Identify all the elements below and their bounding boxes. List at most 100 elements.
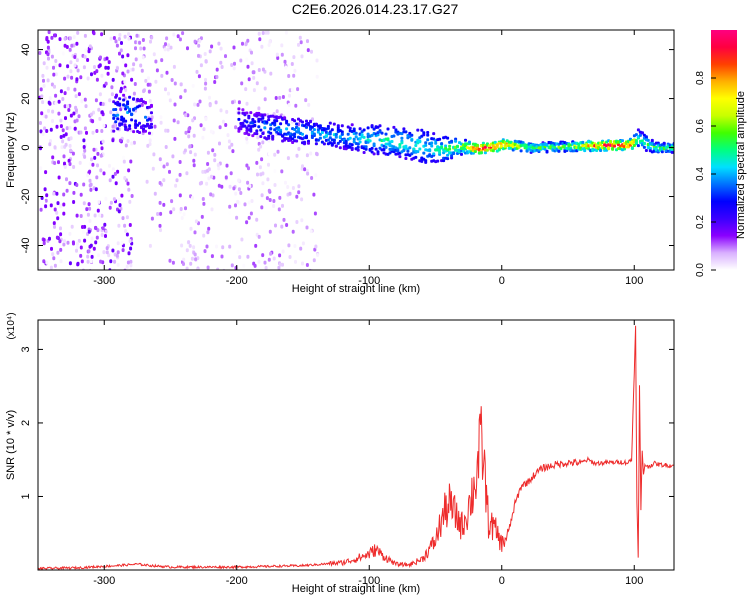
heatmap-cell — [231, 100, 235, 105]
heatmap-cell — [39, 146, 42, 151]
heatmap-cell — [632, 144, 636, 147]
heatmap-cell — [79, 214, 83, 218]
heatmap-cell — [120, 122, 124, 126]
heatmap-cell — [40, 94, 44, 99]
heatmap-cell — [116, 169, 120, 174]
heatmap-cell — [50, 82, 54, 87]
heatmap-cell — [220, 184, 224, 189]
heatmap-cell — [273, 169, 277, 173]
heatmap-cell — [609, 140, 613, 143]
heatmap-cell — [254, 243, 258, 248]
heatmap-cell — [288, 88, 292, 93]
heatmap-cell — [330, 128, 334, 132]
heatmap-cell — [454, 139, 458, 143]
heatmap-cell — [61, 97, 65, 101]
spectrogram-y-axis-label: Frequency (Hz) — [5, 112, 17, 188]
heatmap-cell — [350, 146, 354, 150]
heatmap-cell — [90, 72, 93, 77]
heatmap-cell — [58, 63, 62, 68]
heatmap-cell — [424, 159, 428, 163]
heatmap-cell — [260, 157, 264, 162]
heatmap-cell — [257, 31, 261, 36]
heatmap-cell — [269, 71, 273, 76]
heatmap-cell — [236, 199, 240, 204]
heatmap-cell — [247, 215, 251, 220]
snr-x-tick-label: 100 — [625, 575, 643, 587]
heatmap-cell — [272, 256, 276, 261]
heatmap-cell — [312, 132, 316, 136]
heatmap-cell — [241, 121, 245, 125]
heatmap-cell — [75, 213, 79, 218]
heatmap-cell — [380, 131, 384, 135]
heatmap-cell — [256, 172, 259, 177]
heatmap-cell — [57, 99, 61, 104]
heatmap-cell — [38, 51, 42, 55]
heatmap-cell — [230, 263, 234, 268]
heatmap-cell — [53, 263, 57, 268]
heatmap-cell — [370, 124, 374, 128]
heatmap-cell — [301, 164, 304, 169]
heatmap-cell — [265, 218, 269, 223]
heatmap-cell — [283, 116, 287, 120]
heatmap-cell — [279, 130, 283, 134]
heatmap-cell — [114, 181, 118, 186]
heatmap-cell — [79, 192, 83, 197]
heatmap-cell — [146, 123, 149, 126]
heatmap-cell — [86, 212, 90, 217]
heatmap-cell — [310, 49, 313, 54]
heatmap-cell — [159, 120, 163, 125]
heatmap-cell — [75, 77, 79, 82]
heatmap-cell — [295, 220, 299, 224]
heatmap-cell — [266, 30, 270, 35]
heatmap-cell — [183, 148, 187, 153]
heatmap-cell — [306, 48, 310, 53]
heatmap-cell — [291, 229, 295, 234]
heatmap-cell — [316, 138, 320, 142]
heatmap-cell — [72, 241, 75, 246]
heatmap-cell — [50, 54, 54, 59]
heatmap-cell — [253, 120, 257, 124]
heatmap-cell — [313, 211, 317, 216]
heatmap-cell — [54, 72, 58, 77]
heatmap-cell — [408, 146, 412, 150]
heatmap-cell — [334, 135, 338, 139]
heatmap-cell — [400, 136, 404, 140]
heatmap-cell — [289, 148, 293, 152]
heatmap-cell — [79, 130, 83, 135]
heatmap-cell — [191, 43, 195, 48]
heatmap-cell — [140, 97, 143, 101]
heatmap-cell — [244, 42, 248, 47]
heatmap-cell — [491, 149, 495, 153]
heatmap-cell — [295, 153, 299, 158]
heatmap-cell — [543, 147, 547, 151]
heatmap-cell — [48, 236, 51, 241]
heatmap-cell — [118, 32, 122, 37]
heatmap-cell — [200, 214, 204, 219]
heatmap-cell — [79, 245, 83, 250]
heatmap-cell — [497, 148, 501, 152]
heatmap-cell — [130, 194, 134, 198]
heatmap-cell — [58, 239, 62, 244]
heatmap-cell — [86, 76, 90, 81]
heatmap-cell — [152, 152, 156, 157]
heatmap-cell — [328, 132, 332, 136]
heatmap-cell — [285, 127, 289, 131]
heatmap-cell — [153, 124, 157, 129]
heatmap-cell — [63, 36, 67, 41]
heatmap-cell — [97, 253, 100, 258]
heatmap-cell — [272, 157, 276, 161]
heatmap-cell — [107, 60, 111, 65]
heatmap-cell — [356, 145, 360, 149]
heatmap-cell — [92, 147, 96, 152]
heatmap-cell — [278, 253, 282, 258]
heatmap-cell — [300, 197, 304, 202]
heatmap-cell — [154, 59, 158, 64]
heatmap-cell — [76, 30, 80, 35]
heatmap-cell — [159, 211, 163, 216]
heatmap-cell — [60, 145, 64, 150]
heatmap-cell — [185, 266, 189, 270]
heatmap-cell — [386, 127, 390, 131]
heatmap-cell — [237, 107, 241, 111]
heatmap-cell — [93, 213, 97, 218]
heatmap-cell — [246, 180, 250, 185]
